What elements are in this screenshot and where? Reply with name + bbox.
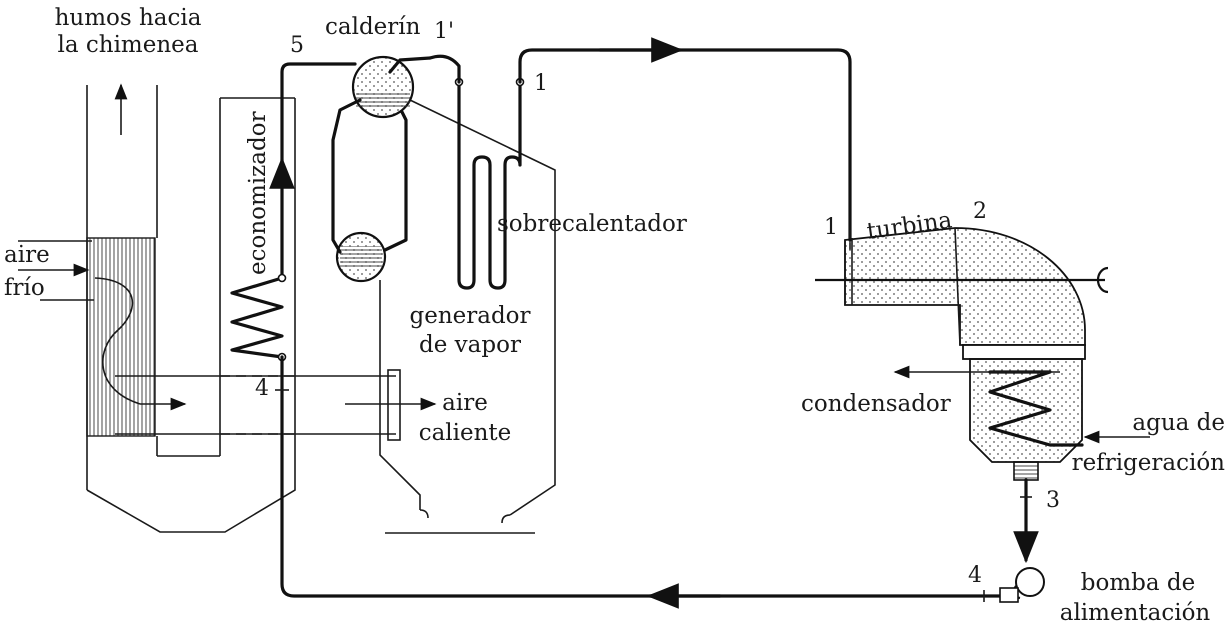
label-aire-caliente-line2: caliente: [419, 420, 512, 446]
main-piping-loop: [275, 37, 1012, 609]
cold-air-inlet: [18, 240, 94, 301]
label-economizador: economizador: [245, 111, 271, 275]
state-point-1-boiler: 1: [534, 71, 548, 96]
state-point-1-prime: 1': [434, 19, 454, 44]
chimney-air-preheater: [86, 83, 296, 533]
state-point-4-pump: 4: [968, 563, 982, 588]
state-point-5: 5: [290, 33, 304, 58]
label-agua-line1: agua de: [1132, 410, 1225, 436]
steam-drum: [351, 55, 415, 119]
hot-air-duct: [115, 369, 437, 441]
label-aire-frio-line1: aire: [4, 242, 50, 268]
state-point-3: 3: [1046, 488, 1060, 513]
state-point-4-boiler: 4: [255, 376, 269, 401]
label-calderin: calderín: [325, 14, 421, 40]
condenser: [893, 344, 1150, 564]
mud-drum: [335, 231, 387, 283]
label-condensador: condensador: [801, 391, 951, 417]
feed-pump: [999, 567, 1045, 603]
label-sobrecalentador: sobrecalentador: [497, 211, 687, 237]
label-bomba-line1: bomba de: [1081, 570, 1195, 596]
state-point-1-turbine: 1: [824, 215, 838, 240]
economizer: [230, 156, 295, 362]
state-point-2: 2: [973, 199, 987, 224]
label-agua-line2: refrigeración: [1072, 450, 1226, 476]
turbine: [815, 227, 1109, 346]
label-humos-line2: la chimenea: [58, 32, 199, 58]
riser-downcomer-tubes: [331, 56, 432, 254]
label-generador-line1: generador: [409, 303, 530, 329]
label-humos-line1: humos hacia: [55, 5, 202, 31]
label-aire-frio-line2: frío: [4, 275, 45, 301]
steam-generator-casing: [379, 99, 556, 534]
superheater: [454, 77, 525, 290]
label-aire-caliente-line1: aire: [442, 390, 488, 416]
label-bomba-line2: alimentación: [1060, 600, 1211, 626]
label-generador-line2: de vapor: [419, 332, 521, 358]
